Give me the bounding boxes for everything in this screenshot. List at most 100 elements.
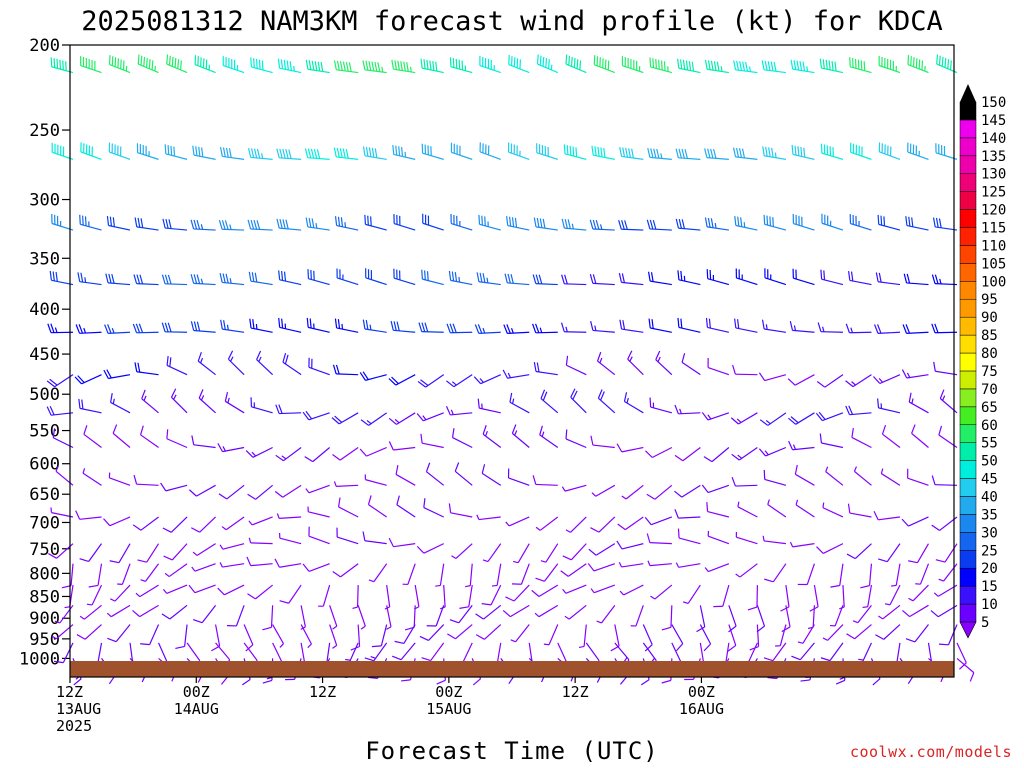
wind-barb [357, 605, 366, 630]
wind-barb [74, 374, 102, 385]
wind-barb [677, 270, 701, 286]
wind-barb [713, 584, 730, 608]
wind-barb [249, 318, 273, 333]
colorbar-label: 45 [981, 472, 998, 488]
wind-barb [565, 516, 587, 533]
wind-barb [393, 268, 416, 286]
wind-barb [681, 353, 701, 376]
wind-barb [588, 543, 616, 556]
wind-barb [78, 398, 102, 414]
y-tick-label: 650 [29, 485, 60, 505]
wind-barb [191, 516, 216, 533]
wind-barb [737, 501, 758, 518]
wind-barb [902, 604, 929, 618]
wind-barb [274, 558, 302, 568]
x-tick-label: 12Z [56, 683, 83, 701]
wind-barb [191, 563, 216, 572]
wind-barb [220, 319, 245, 333]
wind-barb [563, 144, 587, 160]
wind-barb [701, 484, 730, 494]
wind-barb [762, 146, 787, 160]
wind-barb [617, 516, 644, 531]
wind-barb [562, 543, 587, 561]
wind-barb [875, 624, 901, 640]
colorbar-label: 50 [981, 454, 998, 470]
wind-barb [696, 605, 706, 633]
wind-barb [578, 624, 587, 649]
colorbar-label: 115 [981, 221, 1006, 237]
y-tick-label: 750 [29, 540, 60, 560]
wind-barb [162, 584, 188, 594]
wind-barb [508, 55, 530, 74]
wind-barb [742, 642, 758, 664]
wind-barb [395, 465, 416, 486]
wind-barb [763, 642, 787, 662]
wind-barb [935, 543, 958, 563]
colorbar-label: 125 [981, 185, 1006, 201]
wind-barb [421, 269, 444, 286]
wind-barb [300, 624, 312, 649]
wind-barb [190, 219, 216, 231]
wind-barb [248, 537, 273, 545]
colorbar-label: 110 [981, 238, 1006, 254]
wind-barb [789, 320, 815, 333]
colorbar-label: 150 [981, 95, 1006, 111]
wind-barb [930, 604, 958, 618]
wind-barb [649, 397, 672, 414]
wind-barb [166, 54, 188, 74]
wind-barb [162, 218, 188, 231]
wind-barb [336, 527, 359, 545]
wind-barb [901, 516, 929, 527]
wind-barb [479, 56, 501, 74]
wind-barb [219, 562, 245, 568]
wind-barb [956, 642, 967, 670]
wind-barb [507, 142, 530, 160]
wind-barb [510, 624, 530, 643]
wind-barb [451, 428, 473, 449]
wind-barb [359, 446, 387, 457]
wind-barb [931, 274, 958, 286]
colorbar-label: 100 [981, 274, 1006, 290]
wind-barb [435, 563, 445, 587]
wind-barb [907, 142, 929, 160]
wind-barb [507, 468, 530, 486]
wind-barb [83, 425, 102, 448]
wind-barb [448, 270, 473, 286]
wind-barb [907, 55, 929, 74]
wind-barb [621, 484, 644, 500]
wind-barb [839, 585, 845, 610]
y-tick-label: 500 [29, 385, 60, 405]
wind-barb [337, 497, 359, 518]
wind-barb [478, 214, 501, 231]
wind-barb [449, 604, 473, 624]
wind-barb [561, 274, 587, 286]
wind-barb [829, 605, 844, 627]
wind-barb [476, 272, 501, 286]
wind-barb [590, 321, 615, 333]
wind-barb [562, 584, 587, 594]
wind-barb [536, 54, 559, 74]
wind-barb [421, 642, 445, 662]
wind-barb [849, 214, 872, 231]
wind-barb [481, 464, 502, 486]
wind-barb [477, 398, 501, 414]
wind-barb [647, 148, 672, 160]
wind-barb [504, 273, 530, 286]
colorbar-label: 5 [981, 615, 989, 631]
wind-barb [416, 412, 444, 422]
wind-barb [222, 56, 245, 74]
wind-barb [815, 411, 844, 422]
wind-barb [396, 495, 416, 518]
wind-barb [417, 374, 445, 388]
wind-barb [75, 324, 102, 334]
wind-barb [194, 55, 216, 74]
wind-barb [275, 447, 302, 462]
wind-barb [256, 350, 274, 376]
wind-barb [422, 213, 444, 231]
wind-barb [362, 531, 387, 545]
wind-barb [703, 447, 730, 463]
wind-barb [589, 219, 615, 231]
wind-barb [762, 535, 786, 545]
wind-barb [352, 585, 359, 610]
credit-link[interactable]: coolwx.com/models [849, 743, 1012, 761]
